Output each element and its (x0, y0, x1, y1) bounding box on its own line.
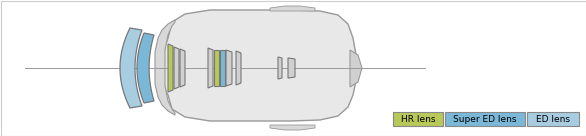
Polygon shape (174, 47, 179, 89)
FancyBboxPatch shape (445, 112, 525, 126)
Polygon shape (155, 20, 175, 115)
Polygon shape (350, 50, 362, 87)
Polygon shape (278, 57, 282, 79)
Polygon shape (180, 49, 185, 87)
Polygon shape (270, 125, 315, 130)
Polygon shape (288, 58, 295, 78)
Polygon shape (220, 50, 225, 86)
Polygon shape (226, 50, 232, 86)
Polygon shape (168, 44, 173, 92)
Polygon shape (137, 33, 154, 103)
Text: HR lens: HR lens (401, 115, 435, 123)
Polygon shape (163, 10, 356, 121)
Polygon shape (270, 6, 315, 11)
Text: ED lens: ED lens (536, 115, 570, 123)
FancyBboxPatch shape (527, 112, 579, 126)
Polygon shape (236, 51, 241, 85)
Polygon shape (214, 50, 219, 86)
FancyBboxPatch shape (393, 112, 443, 126)
Polygon shape (208, 48, 213, 88)
Text: Super ED lens: Super ED lens (453, 115, 517, 123)
Polygon shape (120, 28, 142, 108)
